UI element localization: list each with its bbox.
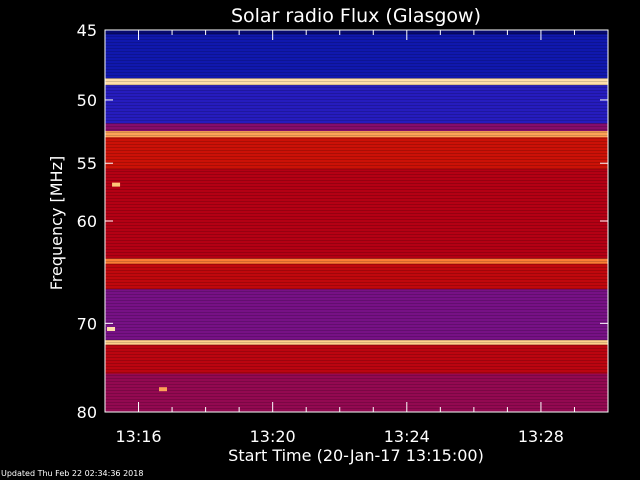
burst-mark-1 bbox=[112, 182, 121, 187]
spectrum-band-12 bbox=[105, 340, 608, 345]
x-tick-label-28: 13:28 bbox=[518, 427, 564, 446]
x-axis-label: Start Time (20-Jan-17 13:15:00) bbox=[228, 446, 484, 465]
spectrum-band-8 bbox=[105, 169, 608, 259]
spectrum-band-11 bbox=[105, 289, 608, 341]
spectrum-band-4 bbox=[105, 85, 608, 124]
spectrum-band-10 bbox=[105, 263, 608, 290]
burst-mark-2 bbox=[107, 327, 116, 332]
spectrum-band-3 bbox=[105, 78, 608, 86]
spectrum-band-1 bbox=[105, 30, 608, 35]
spectrum-band-14 bbox=[105, 373, 608, 412]
x-tick-label-20: 13:20 bbox=[250, 427, 296, 446]
y-tick-label-50: 50 bbox=[77, 91, 97, 110]
y-axis: 45 50 55 60 70 80 bbox=[77, 21, 608, 422]
x-tick-label-24: 13:24 bbox=[384, 427, 430, 446]
y-tick-label-60: 60 bbox=[77, 212, 97, 231]
spectrum-band-13 bbox=[105, 344, 608, 374]
x-axis: 13:16 13:20 13:24 13:28 bbox=[104, 30, 609, 446]
y-tick-label-80: 80 bbox=[77, 403, 97, 422]
spectrum-striations bbox=[105, 30, 608, 412]
plot-area bbox=[105, 30, 608, 412]
y-tick-label-70: 70 bbox=[77, 314, 97, 333]
spectrum-band-5 bbox=[105, 123, 608, 132]
spectrum-band-2 bbox=[105, 34, 608, 79]
spectrum-band-6 bbox=[105, 131, 608, 138]
y-axis-label: Frequency [MHz] bbox=[47, 156, 66, 290]
chart-title: Solar radio Flux (Glasgow) bbox=[231, 5, 481, 27]
burst-mark-3 bbox=[159, 387, 168, 392]
x-tick-label-16: 13:16 bbox=[115, 427, 161, 446]
y-tick-label-45: 45 bbox=[77, 21, 97, 40]
spectrum-band-7 bbox=[105, 137, 608, 170]
y-tick-label-55: 55 bbox=[77, 154, 97, 173]
spectrum-band-9 bbox=[105, 258, 608, 264]
updated-timestamp: Updated Thu Feb 22 02:34:36 2018 bbox=[1, 469, 144, 478]
